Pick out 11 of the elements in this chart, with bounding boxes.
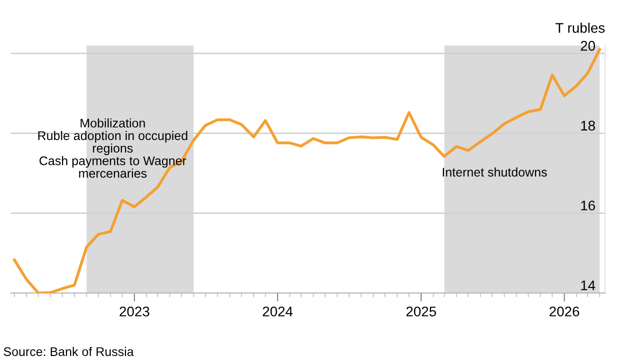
x-tick-label: 2025 [406,306,436,316]
y-tick-label: 14 [581,280,596,290]
x-tick-label: 2023 [120,306,150,316]
x-tick-label: 2026 [550,306,580,316]
y-tick-label: 16 [581,200,595,210]
x-tick-label: 2024 [262,306,293,316]
source-note: Source: Bank of Russia [4,346,134,356]
y-tick-label: 18 [581,120,595,131]
band-label: Internet shutdowns [442,167,547,177]
y-tick-label: 20 [580,40,596,51]
y-axis-title: T rubles [556,22,605,33]
